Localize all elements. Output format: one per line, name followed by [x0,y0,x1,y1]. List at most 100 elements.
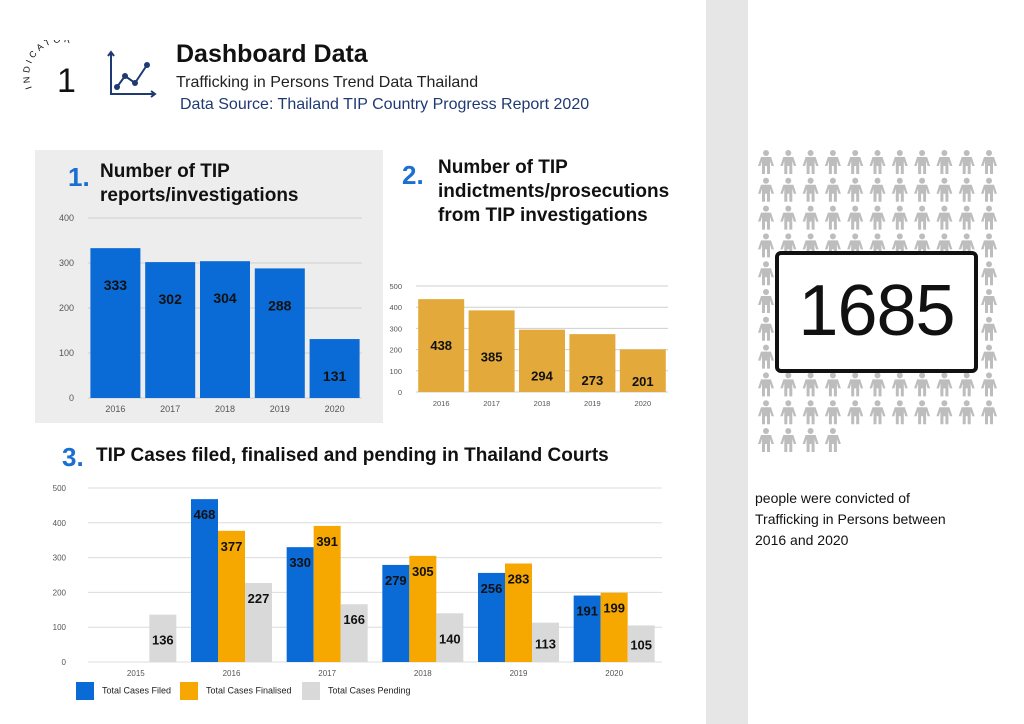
bar-value-label: 166 [343,612,365,627]
person-icon [981,150,997,174]
bar [340,604,368,662]
bar [309,339,360,398]
x-tick-label: 2020 [634,399,651,408]
section1-number: 1. [68,162,90,192]
person-icon [758,316,774,341]
person-icon [758,428,774,452]
bar [418,299,465,392]
x-tick-label: 2016 [105,404,125,414]
bar-value-label: 227 [248,591,270,606]
x-tick-label: 2017 [318,669,336,678]
person-icon [847,400,864,425]
person-icon [802,372,819,397]
person-icon [780,428,797,452]
page-title: Dashboard Data [176,40,368,68]
total-convicted-number: 1685 [798,271,955,351]
legend-finalised-label: Total Cases Finalised [206,685,292,696]
bar-value-label: 201 [632,374,654,389]
bar-value-label: 283 [508,572,530,587]
person-icon [780,400,797,425]
caption-line1: people were convicted of [755,490,910,506]
y-tick-label: 200 [59,303,74,313]
bar-value-label: 302 [159,291,183,307]
person-icon [981,261,997,286]
person-icon [958,177,975,202]
legend-filed: Total Cases Filed [76,682,171,700]
person-icon [780,177,797,202]
bar [245,583,272,662]
bar [627,625,655,662]
total-convicted-box [775,251,978,373]
person-icon [891,150,908,174]
person-icon [914,205,931,230]
bar-value-label: 279 [385,573,407,588]
person-icon [758,289,774,313]
person-icon [802,177,819,202]
x-tick-label: 2019 [584,399,601,408]
person-icon [824,372,841,397]
person-icon [824,400,841,425]
x-tick-label: 2019 [270,404,290,414]
bar-value-label: 438 [430,338,452,353]
bar [218,530,245,662]
bar-value-label: 199 [603,601,625,616]
bar-value-label: 304 [213,290,237,306]
person-icon [758,233,774,258]
person-icon [847,372,864,397]
legend-finalised: Total Cases Finalised [180,682,292,700]
y-tick-label: 100 [59,348,74,358]
person-icon [824,150,841,174]
person-icon [914,372,931,397]
bar-value-label: 468 [194,507,216,522]
person-icon [824,177,841,202]
bar-value-label: 105 [630,638,652,653]
bar [436,613,464,662]
legend-pending-swatch [302,682,320,700]
person-icon [981,177,997,202]
bar-value-label: 256 [481,581,503,596]
section1-title-line1: Number of TIP [100,161,230,182]
person-icon [802,428,819,452]
person-icon [914,400,931,425]
person-icon [758,150,774,174]
person-icon [936,400,953,425]
y-tick-label: 400 [53,519,67,528]
x-tick-label: 2015 [127,669,145,678]
bar [569,334,616,392]
bar [286,547,314,662]
bar-value-label: 330 [289,555,311,570]
trend-chart-icon [107,50,157,98]
bar [573,595,601,662]
x-tick-label: 2020 [325,404,345,414]
section3-title: TIP Cases filed, finalised and pending i… [96,445,609,466]
x-tick-label: 2018 [414,669,432,678]
person-icon [758,400,774,425]
indicator-badge: INDICATOR [21,40,72,91]
bar-value-label: 273 [582,373,604,388]
person-icon [891,205,908,230]
person-icon [981,316,997,341]
y-tick-label: 200 [53,588,67,597]
bar-value-label: 136 [152,632,174,647]
person-icon [958,205,975,230]
person-icon [981,289,997,313]
bar [409,555,437,662]
bar [313,525,341,662]
person-icon [981,344,997,369]
person-icon [802,400,819,425]
bar [145,262,196,398]
person-icon [981,400,997,425]
bar-value-label: 191 [576,604,598,619]
legend-finalised-swatch [180,682,198,700]
person-icon [802,205,819,230]
section2-title-line1: Number of TIP [438,157,568,178]
indicator-number: 1 [57,62,76,100]
person-icon [869,177,886,202]
person-icon [958,150,975,174]
person-icon [981,233,997,258]
bar [468,310,515,392]
x-tick-label: 2019 [510,669,528,678]
person-icon [758,177,774,202]
section1-title-line2: reports/investigations [100,185,299,206]
bar-value-label: 333 [104,277,128,293]
